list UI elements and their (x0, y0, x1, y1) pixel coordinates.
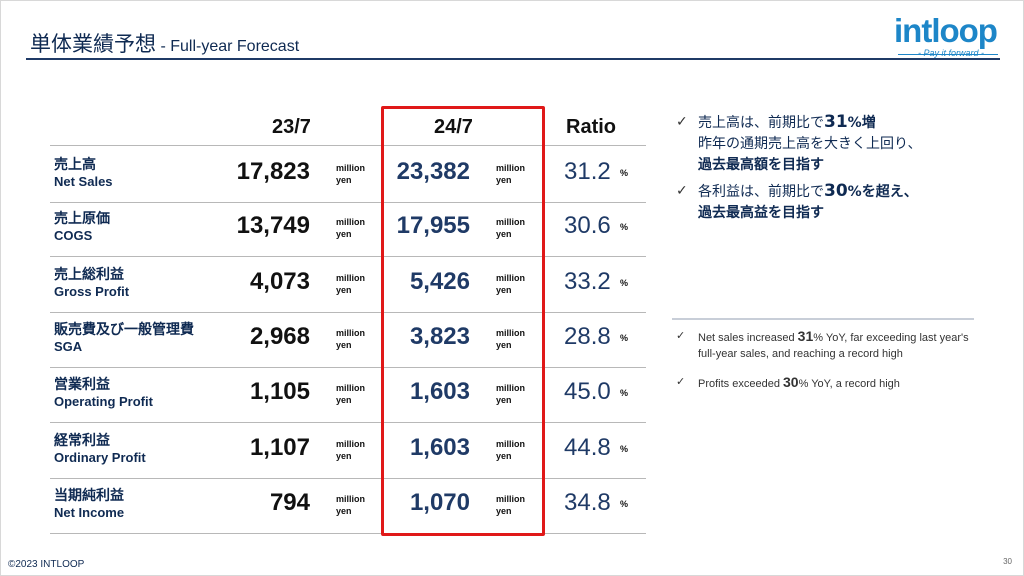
unit-label: million yen (336, 327, 365, 350)
bullet-jp-sales: ✓ 売上高は、前期比で31%増 昨年の通期売上高を大きく上回り、 過去最高額を目… (676, 112, 922, 173)
logo-tagline: - Pay it forward - (918, 48, 985, 58)
row-label-jp: 営業利益 (54, 377, 110, 394)
value-curr: 1,603 (409, 433, 470, 461)
percent-symbol: % (620, 388, 629, 399)
table-row: 売上原価 COGS 13,749 million yen 17,955 million yen… (50, 200, 646, 258)
value-prev: 1,105 (249, 378, 310, 406)
row-label-jp: 売上原価 (54, 211, 110, 228)
row-label-en: Net Sales (54, 174, 113, 189)
logo-tagline-rule (898, 54, 998, 55)
unit-label: million yen (336, 163, 365, 185)
percent-symbol: % (620, 277, 629, 288)
unit-label: million yen (336, 493, 365, 516)
value-prev: 2,968 (249, 322, 310, 350)
unit-label: million yen (496, 163, 525, 185)
section-divider (672, 318, 974, 320)
row-label-en: Net Income (54, 504, 125, 520)
row-label-jp: 売上高 (54, 157, 96, 173)
unit-label: million yen (496, 438, 525, 461)
value-ratio: 44.8 (564, 433, 611, 461)
table-row: 販売費及び一般管理費 SGA 2,968 million yen 3,823 million… (50, 311, 646, 368)
table-row: 売上高 Net Sales 17,823 million yen 23,382 millio… (50, 145, 646, 203)
copyright: ©2023 INTLOOP (8, 559, 85, 570)
bullet-en-profit: ✓ Profits exceeded 30% YoY, a record hig… (676, 374, 900, 390)
value-curr: 1,603 (409, 378, 470, 406)
value-ratio: 33.2 (564, 267, 611, 295)
unit-label: million yen (336, 383, 365, 406)
check-icon: ✓ (676, 114, 688, 130)
row-label-jp: 当期純利益 (54, 487, 124, 504)
unit-label: million yen (496, 383, 525, 406)
row-label-en: Ordinary Profit (54, 449, 146, 465)
percent-symbol: % (620, 168, 629, 178)
value-ratio: 30.6 (564, 212, 611, 240)
percent-symbol: % (620, 222, 629, 233)
row-label-en: SGA (54, 338, 83, 354)
value-curr: 1,070 (409, 488, 470, 516)
column-header-prev: 23/7 (272, 116, 311, 138)
slide-title: 単体業績予想 - Full-year Forecast (30, 28, 299, 58)
percent-symbol: % (620, 332, 629, 343)
unit-label: million yen (496, 493, 525, 516)
column-header-ratio: Ratio (566, 116, 616, 138)
title-en: - Full-year Forecast (160, 38, 300, 55)
row-label-en: Operating Profit (54, 394, 153, 410)
check-icon: ✓ (676, 183, 688, 199)
unit-label: million yen (336, 272, 365, 295)
table-row: 当期純利益 Net Income 794 million yen 1,070 million… (50, 477, 646, 534)
row-label-jp: 経常利益 (54, 432, 110, 449)
value-prev: 1,107 (249, 433, 310, 461)
value-curr: 23,382 (396, 158, 470, 185)
value-prev: 4,073 (249, 267, 310, 295)
intloop-logo: intloop - Pay it forward - (890, 12, 1008, 60)
page-number: 30 (1003, 557, 1012, 566)
value-ratio: 34.8 (564, 488, 611, 516)
table-row: 経常利益 Ordinary Profit 1,107 million yen 1,603 m… (50, 422, 646, 479)
value-prev: 13,749 (236, 212, 310, 240)
summary-bullets-jp: ✓ 売上高は、前期比で31%増 昨年の通期売上高を大きく上回り、 過去最高額を目… (676, 112, 986, 229)
check-icon: ✓ (676, 376, 686, 388)
value-prev: 17,823 (236, 158, 310, 185)
value-curr: 3,823 (409, 322, 470, 350)
highlight-box-24-7 (381, 106, 545, 536)
value-ratio: 31.2 (564, 158, 611, 185)
row-label-en: COGS (54, 228, 93, 244)
value-ratio: 45.0 (564, 378, 611, 406)
percent-symbol: % (620, 498, 629, 509)
title-underline (26, 58, 1000, 60)
percent-symbol: % (620, 443, 629, 454)
check-icon: ✓ (676, 330, 686, 342)
unit-label: million yen (336, 438, 365, 461)
row-label-jp: 販売費及び一般管理費 (54, 321, 194, 338)
table-row: 売上総利益 Gross Profit 4,073 million yen 5,426 mil… (50, 256, 646, 313)
unit-label: million yen (496, 217, 525, 240)
value-ratio: 28.8 (564, 322, 611, 350)
unit-label: million yen (496, 272, 525, 295)
bullet-en-sales: ✓ Net sales increased 31% YoY, far excee… (676, 328, 969, 360)
bullet-jp-profit: ✓ 各利益は、前期比で30%を超え、 過去最高益を目指す (676, 181, 918, 221)
column-header-curr: 24/7 (434, 116, 473, 138)
row-label-jp: 売上総利益 (54, 266, 124, 283)
table-row: 営業利益 Operating Profit 1,105 million yen 1,603… (50, 366, 646, 424)
value-prev: 794 (269, 488, 310, 516)
unit-label: million yen (336, 217, 365, 240)
value-curr: 5,426 (409, 267, 470, 295)
title-jp: 単体業績予想 (30, 32, 156, 56)
logo-wordmark: intloop (894, 12, 998, 49)
row-label-en: Gross Profit (54, 283, 130, 299)
value-curr: 17,955 (396, 212, 470, 240)
summary-bullets-en: ✓ Net sales increased 31% YoY, far excee… (676, 328, 976, 404)
unit-label: million yen (496, 327, 525, 350)
